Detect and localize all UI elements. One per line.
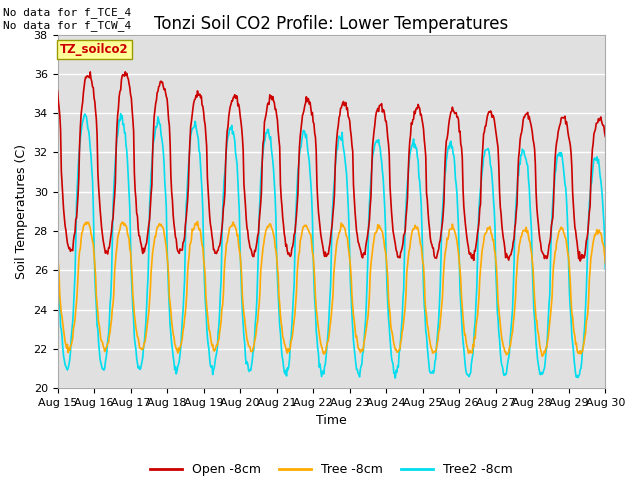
Tree -8cm <box>194 218 202 224</box>
Open -8cm <box>122 69 129 75</box>
Text: TZ_soilco2: TZ_soilco2 <box>60 43 129 56</box>
Open -8cm <box>552 146 560 152</box>
Open -8cm <box>577 258 584 264</box>
Open -8cm <box>54 88 61 94</box>
Tree -8cm <box>377 226 385 232</box>
Tree2 -8cm <box>175 361 182 367</box>
Tree -8cm <box>174 350 182 356</box>
Open -8cm <box>602 134 609 140</box>
Title: Tonzi Soil CO2 Profile: Lower Temperatures: Tonzi Soil CO2 Profile: Lower Temperatur… <box>154 15 509 33</box>
Tree2 -8cm <box>324 335 332 340</box>
Tree -8cm <box>602 260 609 266</box>
Tree2 -8cm <box>377 153 385 159</box>
Tree2 -8cm <box>198 189 206 195</box>
Tree2 -8cm <box>392 375 399 381</box>
Line: Tree2 -8cm: Tree2 -8cm <box>58 114 605 378</box>
Tree2 -8cm <box>117 111 125 117</box>
Line: Open -8cm: Open -8cm <box>58 72 605 261</box>
Open -8cm <box>324 251 332 257</box>
X-axis label: Time: Time <box>316 414 347 427</box>
Tree2 -8cm <box>432 357 440 362</box>
Legend: Open -8cm, Tree -8cm, Tree2 -8cm: Open -8cm, Tree -8cm, Tree2 -8cm <box>145 458 517 480</box>
Tree -8cm <box>538 353 546 359</box>
Y-axis label: Soil Temperatures (C): Soil Temperatures (C) <box>15 144 28 279</box>
Tree2 -8cm <box>54 236 61 242</box>
Open -8cm <box>198 102 206 108</box>
Tree -8cm <box>198 242 206 248</box>
Tree -8cm <box>54 252 61 257</box>
Tree -8cm <box>324 339 332 345</box>
Tree -8cm <box>553 239 561 245</box>
Open -8cm <box>431 255 439 261</box>
Tree2 -8cm <box>553 158 561 164</box>
Open -8cm <box>377 102 385 108</box>
Text: No data for f_TCE_4
No data for f_TCW_4: No data for f_TCE_4 No data for f_TCW_4 <box>3 7 131 31</box>
Open -8cm <box>175 249 182 255</box>
Tree2 -8cm <box>602 266 609 272</box>
Line: Tree -8cm: Tree -8cm <box>58 221 605 356</box>
Tree -8cm <box>431 348 439 354</box>
